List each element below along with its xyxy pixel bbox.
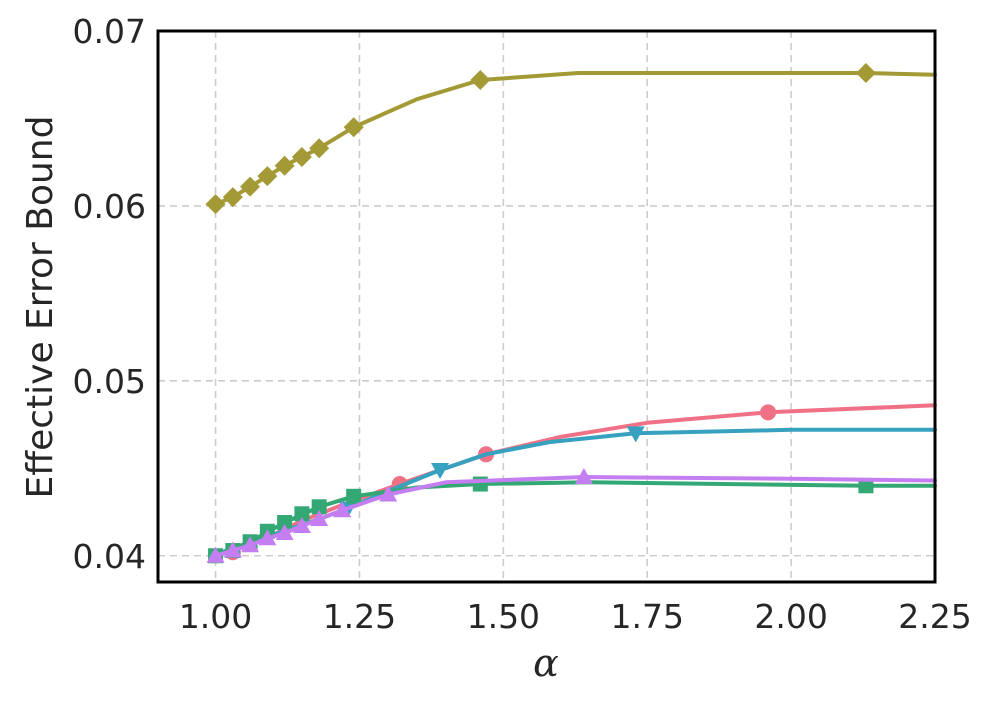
y-axis-ticks: 0.04 0.05 0.06 0.07 — [73, 12, 146, 576]
data-point-marker — [257, 166, 278, 187]
x-axis-ticks: 1.00 1.25 1.50 1.75 2.00 2.25 — [179, 597, 972, 636]
series-2 — [213, 426, 937, 556]
data-point-marker — [310, 510, 329, 527]
data-point-marker — [379, 485, 398, 502]
data-point-marker — [855, 62, 876, 83]
x-axis-title: α — [533, 641, 559, 685]
series-4 — [206, 468, 937, 563]
data-point-marker — [311, 499, 327, 515]
series-line — [213, 475, 937, 558]
x-tick-label: 1.50 — [467, 597, 540, 636]
series-line — [213, 427, 937, 556]
data-point-marker — [309, 138, 330, 159]
data-point-marker — [223, 541, 242, 558]
data-point-marker — [292, 517, 311, 534]
data-point-marker — [274, 155, 295, 176]
series-line — [213, 71, 937, 207]
series-0 — [205, 62, 937, 215]
data-point-marker — [431, 463, 450, 480]
data-point-marker — [258, 529, 277, 546]
data-point-marker — [222, 187, 243, 208]
data-point-marker — [626, 426, 645, 443]
x-tick-label: 2.00 — [754, 597, 827, 636]
x-tick-label: 2.25 — [898, 597, 971, 636]
y-tick-label: 0.04 — [73, 537, 146, 576]
data-point-marker — [291, 146, 312, 167]
y-tick-label: 0.06 — [73, 187, 146, 226]
data-point-marker — [333, 501, 352, 518]
data-point-marker — [206, 546, 225, 563]
x-tick-label: 1.00 — [179, 597, 252, 636]
data-point-marker — [277, 515, 293, 531]
y-axis-title: Effective Error Bound — [20, 116, 61, 499]
series-layer — [205, 62, 937, 564]
x-tick-label: 1.75 — [610, 597, 683, 636]
data-point-marker — [858, 478, 874, 494]
plot-frame — [156, 29, 937, 584]
y-tick-label: 0.07 — [73, 12, 146, 51]
data-point-marker — [294, 506, 310, 522]
data-point-marker — [346, 488, 362, 504]
x-tick-label: 1.25 — [323, 597, 396, 636]
data-point-marker — [241, 536, 260, 553]
y-tick-label: 0.05 — [73, 362, 146, 401]
data-point-marker — [240, 176, 261, 197]
data-point-marker — [760, 404, 777, 421]
grid — [158, 30, 936, 582]
data-point-marker — [470, 69, 491, 90]
data-point-marker — [205, 194, 226, 215]
data-point-marker — [574, 468, 593, 485]
data-point-marker — [343, 117, 364, 138]
data-point-marker — [275, 524, 294, 541]
